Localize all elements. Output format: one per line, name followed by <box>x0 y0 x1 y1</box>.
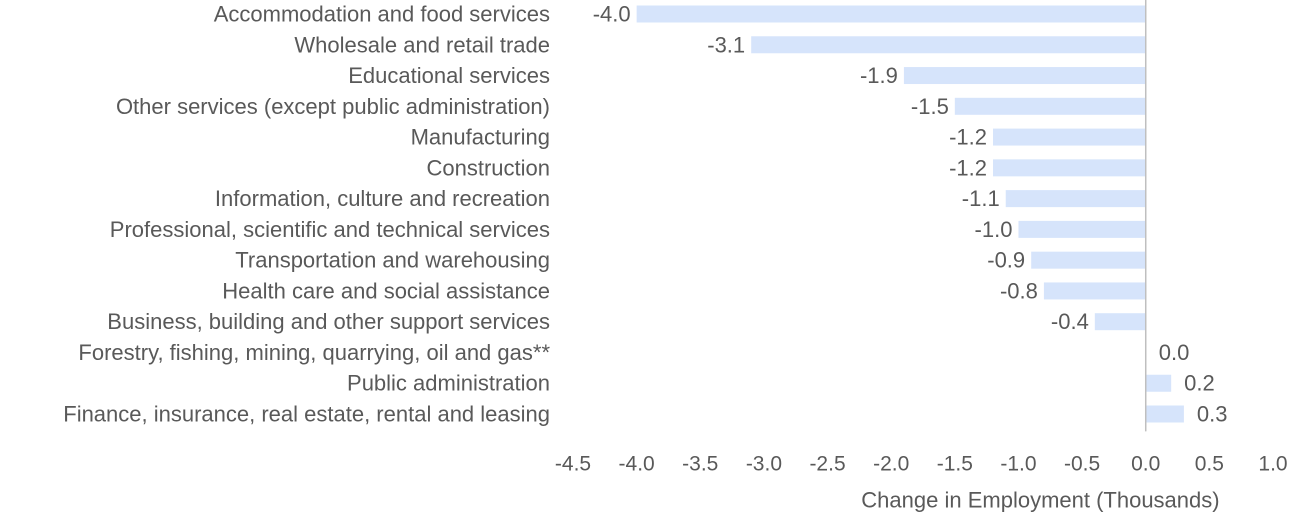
bar-public-administration <box>1145 374 1172 392</box>
category-label: Business, building and other support ser… <box>107 309 550 334</box>
bar-manufacturing <box>993 128 1146 146</box>
category-label: Finance, insurance, real estate, rental … <box>63 402 550 427</box>
value-label: -1.2 <box>949 125 987 150</box>
bar-wholesale-and-retail-trade <box>751 36 1146 54</box>
value-label: 0.3 <box>1197 402 1228 427</box>
value-label: -3.1 <box>707 32 745 57</box>
bar-construction <box>993 159 1146 177</box>
x-tick-label: -4.0 <box>619 453 655 476</box>
x-tick-label: -0.5 <box>1064 453 1100 476</box>
bar-transportation-and-warehousing <box>1031 251 1146 269</box>
value-label: -1.5 <box>911 94 949 119</box>
category-label: Manufacturing <box>411 125 550 150</box>
x-tick-label: 0.5 <box>1195 453 1224 476</box>
value-label: -0.8 <box>1000 278 1038 303</box>
category-label: Educational services <box>348 63 550 88</box>
bar-business-building-and-other-support-services <box>1094 313 1146 331</box>
value-label: 0.2 <box>1184 371 1215 396</box>
x-tick-labels-group: -4.5 -4.0 -3.5 -3.0 -2.5 -2.0 -1.5 -1.0 -0.5 0.0 0… <box>555 453 1288 476</box>
bars-group <box>636 5 1184 423</box>
category-label: Public administration <box>347 371 550 396</box>
value-label: -0.4 <box>1051 309 1089 334</box>
bar-educational-services <box>903 67 1146 85</box>
bar-health-care-and-social-assistance <box>1043 282 1146 300</box>
value-label: -0.9 <box>987 248 1025 273</box>
bar-information-culture-and-recreation <box>1005 190 1146 208</box>
bar-other-services-except-public-administration <box>954 97 1146 115</box>
value-label: -4.0 <box>593 2 631 27</box>
x-tick-label: -2.5 <box>809 453 845 476</box>
x-tick-label: 0.0 <box>1131 453 1160 476</box>
category-label: Transportation and warehousing <box>235 248 550 273</box>
x-tick-label: 1.0 <box>1258 453 1287 476</box>
x-tick-label: -2.0 <box>873 453 909 476</box>
category-label: Accommodation and food services <box>214 2 550 27</box>
x-tick-label: -1.5 <box>937 453 973 476</box>
x-tick-label: -1.0 <box>1000 453 1036 476</box>
category-label: Forestry, fishing, mining, quarrying, oi… <box>78 340 550 365</box>
category-label: Other services (except public administra… <box>116 94 550 119</box>
category-label: Information, culture and recreation <box>215 186 550 211</box>
category-label: Health care and social assistance <box>222 278 550 303</box>
x-tick-label: -3.0 <box>746 453 782 476</box>
bar-accommodation-and-food-services <box>636 5 1146 23</box>
category-labels-group: Accommodation and food services Wholesale… <box>63 2 550 427</box>
category-label: Wholesale and retail trade <box>294 32 550 57</box>
value-label: -1.0 <box>975 217 1013 242</box>
value-label: 0.0 <box>1159 340 1190 365</box>
x-tick-label: -4.5 <box>555 453 591 476</box>
value-label: -1.1 <box>962 186 1000 211</box>
bar-professional-scientific-and-technical-services <box>1018 220 1146 238</box>
x-tick-label: -3.5 <box>682 453 718 476</box>
value-labels-group: -4.0-3.1-1.9-1.5-1.2-1.2-1.1-1.0-0.9-0.8… <box>593 2 1228 427</box>
category-label: Professional, scientific and technical s… <box>110 217 550 242</box>
bar-finance-insurance-real-estate-rental-and-leasing <box>1145 405 1184 423</box>
x-axis-title: Change in Employment (Thousands) <box>861 488 1219 513</box>
category-label: Construction <box>426 155 550 180</box>
value-label: -1.9 <box>860 63 898 88</box>
value-label: -1.2 <box>949 155 987 180</box>
